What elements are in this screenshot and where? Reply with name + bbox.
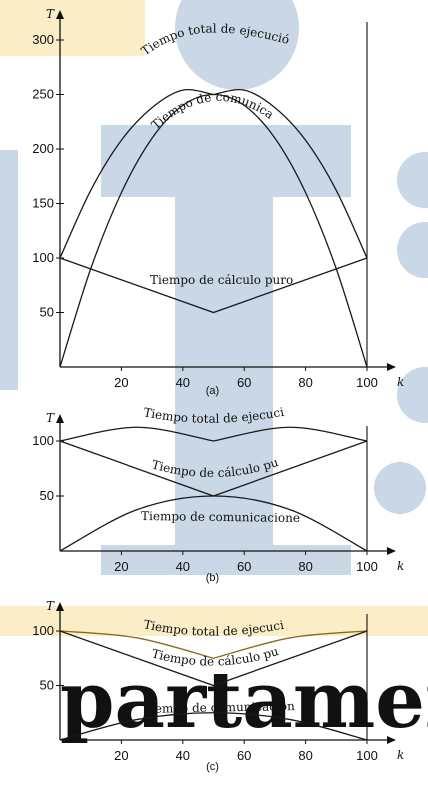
x-tick-label: 80 [298, 375, 312, 390]
x-tick-label: 60 [237, 559, 251, 574]
y-tick-label: 250 [32, 87, 54, 102]
x-tick-label: 100 [356, 748, 378, 763]
series-line [59, 495, 368, 552]
bg-blue-bar-left [0, 150, 18, 390]
series-label-text: Tiempo total de ejecución [0, 0, 291, 58]
series-label-text: Tiempo de comunicaciones [0, 0, 276, 132]
y-tick-label: 100 [32, 250, 54, 265]
series-label: Tiempo de cálculo puro [0, 0, 280, 480]
y-tick-label: 150 [32, 196, 54, 211]
x-tick-label: 100 [356, 375, 378, 390]
y-axis-arrowhead [56, 10, 64, 19]
series-label: Tiempo total de ejecución [0, 0, 285, 426]
x-axis-arrowhead [387, 363, 396, 371]
y-tick-label: 300 [32, 32, 54, 47]
series-label-text: Tiempo de cálculo puro [0, 0, 280, 480]
series-label-text: Tiempo de cálculo puro [150, 273, 293, 287]
x-tick-label: 80 [298, 559, 312, 574]
x-axis-label: k [397, 748, 404, 762]
chart-panel: Tk 20 40 60 80 100 50 100 150 200 250 300 (a) Tiempo … [0, 0, 404, 397]
series-line [59, 712, 368, 741]
yellow-banner-bottom [0, 606, 428, 636]
panel-label: (b) [206, 572, 219, 584]
yellow-banner-top [0, 0, 145, 56]
panel-label: (c) [206, 761, 219, 773]
x-axis-label: k [397, 375, 404, 389]
x-axis-label: k [397, 559, 404, 573]
series-label: Tiempo de comunicaciones [0, 0, 276, 132]
bg-blue-circle-top [175, 0, 299, 90]
y-axis-label: T [46, 411, 55, 425]
series-line [59, 93, 368, 368]
x-tick-label: 100 [356, 559, 378, 574]
y-axis-label: T [46, 7, 55, 21]
x-tick-label: 80 [298, 748, 312, 763]
bg-blue-bar-low [101, 545, 351, 575]
series-line [59, 257, 368, 314]
y-tick-label: 50 [40, 488, 54, 503]
series-line [59, 630, 368, 659]
series-label: Tiempo de cálculo puro [150, 273, 293, 287]
x-tick-label: 20 [114, 375, 128, 390]
bg-blue-dot-right-3 [397, 367, 428, 423]
bg-blue-dot-right-4 [374, 462, 426, 514]
y-tick-label: 50 [40, 305, 54, 320]
series-line [59, 89, 368, 259]
x-tick-label: 20 [114, 559, 128, 574]
panel-label: (a) [206, 385, 219, 397]
y-axis-arrowhead [56, 414, 64, 423]
y-tick-label: 100 [32, 623, 54, 638]
y-tick-label: 50 [40, 678, 54, 693]
y-tick-label: 100 [32, 433, 54, 448]
series-label: Tiempo total de ejecución [0, 0, 291, 58]
series-label-text: Tiempo total de ejecución [0, 0, 285, 426]
series-line [59, 426, 368, 442]
x-tick-label: 60 [237, 748, 251, 763]
series-line [59, 630, 368, 687]
x-tick-label: 60 [237, 375, 251, 390]
y-axis-label: T [46, 599, 55, 613]
x-tick-label: 40 [176, 375, 190, 390]
x-tick-label: 40 [176, 559, 190, 574]
bg-blue-dot-right-1 [397, 152, 428, 208]
x-tick-label: 20 [114, 748, 128, 763]
y-tick-label: 200 [32, 141, 54, 156]
x-tick-label: 40 [176, 748, 190, 763]
bg-blue-dot-right-2 [397, 222, 428, 278]
y-axis-arrowhead [56, 602, 64, 611]
x-axis-arrowhead [387, 547, 396, 555]
x-axis-arrowhead [387, 736, 396, 744]
